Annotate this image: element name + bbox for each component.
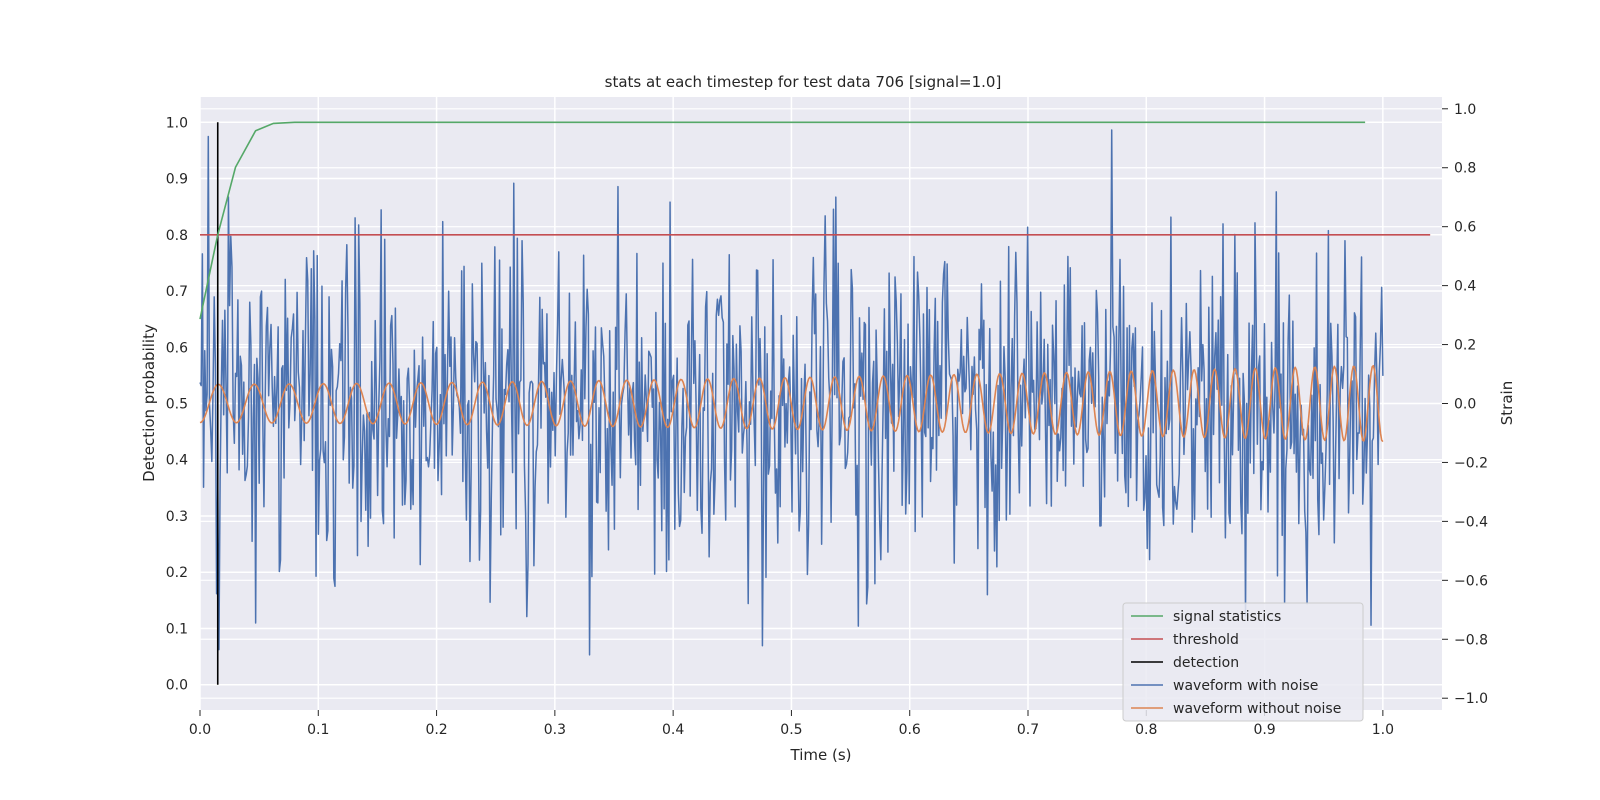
y-axis-right-label: Strain <box>1498 381 1516 425</box>
y-left-tick-label: 0.7 <box>166 284 188 300</box>
y-right-tick-label: −0.8 <box>1454 632 1488 648</box>
y-left-tick-label: 0.8 <box>166 228 188 244</box>
legend-label-signal-statistics: signal statistics <box>1173 609 1281 625</box>
x-tick-label: 0.1 <box>307 722 329 738</box>
right-axis-ticks: −1.0 −0.8 −0.6 −0.4 −0.2 0.0 0.2 0.4 0.6 0.8 1.0 <box>1442 102 1488 707</box>
chart-title: stats at each timestep for test data 706… <box>605 73 1002 91</box>
y-right-tick-label: −0.2 <box>1454 455 1488 471</box>
legend: signal statistics threshold detection wa… <box>1122 602 1364 722</box>
y-right-tick-label: 1.0 <box>1454 102 1476 118</box>
series-layer <box>199 121 1431 685</box>
x-tick-label: 0.8 <box>1135 722 1157 738</box>
y-left-tick-label: 0.0 <box>166 678 188 694</box>
y-left-tick-label: 0.2 <box>166 565 188 581</box>
y-right-tick-label: −0.6 <box>1454 573 1488 589</box>
x-tick-label: 0.4 <box>662 722 684 738</box>
x-tick-label: 0.6 <box>899 722 921 738</box>
y-left-tick-label: 0.5 <box>166 397 188 413</box>
y-right-tick-label: 0.2 <box>1454 338 1476 354</box>
legend-box <box>1122 602 1364 722</box>
y-left-tick-label: 1.0 <box>166 115 188 131</box>
legend-label-waveform-with-noise: waveform with noise <box>1173 678 1318 694</box>
y-right-tick-label: 0.4 <box>1454 279 1476 295</box>
y-right-tick-label: 0.0 <box>1454 397 1476 413</box>
x-tick-label: 0.0 <box>189 722 211 738</box>
y-right-tick-label: 0.6 <box>1454 220 1476 236</box>
legend-label-detection: detection <box>1173 655 1239 671</box>
x-axis-ticks: 0.0 0.1 0.2 0.3 0.4 0.5 0.6 0.7 0.8 0.9 1.0 <box>189 710 1394 738</box>
x-tick-label: 0.9 <box>1253 722 1275 738</box>
y-right-tick-label: −0.4 <box>1454 514 1488 530</box>
x-tick-label: 0.7 <box>1017 722 1039 738</box>
y-axis-left-label: Detection probability <box>140 324 158 482</box>
y-left-tick-label: 0.6 <box>166 340 188 356</box>
series-signal-statistics <box>199 121 1366 320</box>
series-waveform-with-noise <box>199 129 1384 656</box>
x-tick-label: 0.2 <box>425 722 447 738</box>
y-right-tick-label: 0.8 <box>1454 161 1476 177</box>
y-left-tick-label: 0.4 <box>166 453 188 469</box>
y-left-tick-label: 0.1 <box>166 621 188 637</box>
y-left-tick-label: 0.9 <box>166 172 188 188</box>
y-left-tick-label: 0.3 <box>166 509 188 525</box>
x-axis-label: Time (s) <box>790 746 852 764</box>
y-right-tick-label: −1.0 <box>1454 691 1488 707</box>
legend-label-threshold: threshold <box>1173 632 1239 648</box>
x-tick-label: 1.0 <box>1372 722 1394 738</box>
x-tick-label: 0.5 <box>780 722 802 738</box>
legend-label-waveform-without-noise: waveform without noise <box>1173 701 1341 717</box>
series-waveform-without-noise <box>199 364 1384 443</box>
x-tick-label: 0.3 <box>544 722 566 738</box>
left-axis-ticks: 0.0 0.1 0.2 0.3 0.4 0.5 0.6 0.7 0.8 0.9 1.0 <box>166 115 188 693</box>
